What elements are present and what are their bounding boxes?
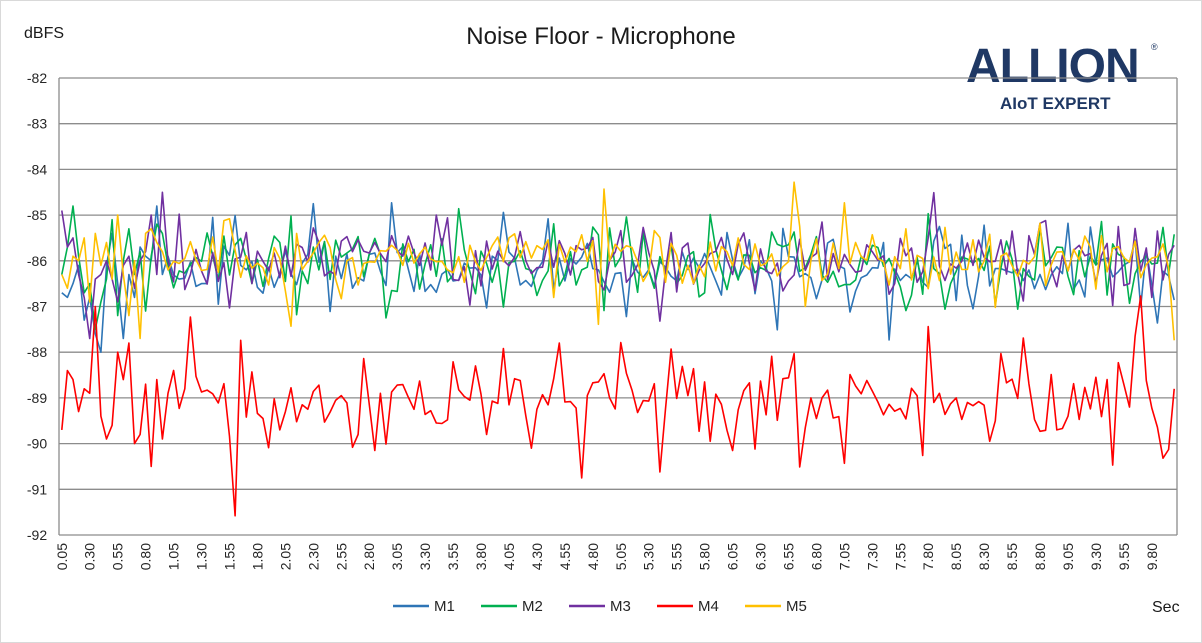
x-axis-label: Sec — [1152, 599, 1180, 616]
x-tick-label: 3.80 — [473, 543, 489, 570]
x-tick-label: 8.55 — [1004, 543, 1020, 570]
x-tick-label: 5.80 — [697, 543, 713, 570]
x-tick-label: 7.55 — [892, 543, 908, 570]
x-tick-label: 0.30 — [82, 543, 98, 570]
gridlines — [58, 77, 1178, 536]
legend-label-m4: M4 — [698, 598, 719, 615]
logo-tagline: AIoT EXPERT — [1000, 94, 1111, 113]
logo-wordmark: ALLION — [966, 40, 1139, 93]
series-line-m2 — [61, 205, 1175, 331]
x-tick-label: 6.30 — [753, 543, 769, 570]
x-tick-label: 3.55 — [445, 543, 461, 570]
x-tick-label: 9.05 — [1060, 543, 1076, 570]
x-tick-label: 7.05 — [836, 543, 852, 570]
chart-title: Noise Floor - Microphone — [466, 23, 735, 50]
x-tick-label: 5.55 — [669, 543, 685, 570]
x-tick-label: 0.05 — [54, 543, 70, 570]
legend-label-m3: M3 — [610, 598, 631, 615]
x-tick-label: 8.05 — [948, 543, 964, 570]
y-tick-label: -84 — [27, 161, 47, 177]
y-tick-label: -89 — [27, 390, 47, 406]
x-tick-label: 6.05 — [725, 543, 741, 570]
y-tick-label: -88 — [27, 344, 47, 360]
x-tick-label: 1.05 — [166, 543, 182, 570]
series-line-m3 — [61, 191, 1175, 340]
y-tick-label: -86 — [27, 253, 47, 269]
x-tick-label: 7.80 — [920, 543, 936, 570]
x-tick-label: 1.55 — [221, 543, 237, 570]
x-tick-label: 8.30 — [976, 543, 992, 570]
x-tick-label: 2.05 — [277, 543, 293, 570]
x-tick-labels: 0.05 0.30 0.55 0.80 1.05 1.30 1.55 1.80 2.05 2.30… — [54, 543, 1160, 570]
series-line-m4 — [61, 295, 1175, 517]
x-tick-label: 3.30 — [417, 543, 433, 570]
y-tick-label: -87 — [27, 299, 47, 315]
y-tick-label: -85 — [27, 207, 47, 223]
x-tick-label: 4.30 — [529, 543, 545, 570]
y-tick-label: -83 — [27, 116, 47, 132]
y-tick-label: -92 — [27, 527, 47, 543]
x-tick-label: 2.55 — [333, 543, 349, 570]
x-tick-label: 9.30 — [1088, 543, 1104, 570]
y-tick-label: -82 — [27, 70, 47, 86]
x-tick-label: 6.55 — [780, 543, 796, 570]
legend-label-m5: M5 — [786, 598, 807, 615]
x-tick-label: 4.05 — [501, 543, 517, 570]
legend-label-m2: M2 — [522, 598, 543, 615]
x-tick-label: 5.05 — [613, 543, 629, 570]
allion-logo: ALLION ® AIoT EXPERT — [966, 40, 1158, 113]
x-tick-label: 8.80 — [1032, 543, 1048, 570]
series-line-m5 — [61, 181, 1175, 341]
x-tick-label: 1.30 — [194, 543, 210, 570]
y-tick-label: -91 — [27, 481, 47, 497]
series-lines — [61, 181, 1175, 517]
x-tick-label: 4.80 — [585, 543, 601, 570]
y-tick-labels: -82 -83 -84 -85 -86 -87 -88 -89 -90 -91 -92 — [27, 70, 47, 543]
x-tick-label: 4.55 — [557, 543, 573, 570]
legend-label-m1: M1 — [434, 598, 455, 615]
y-axis-label: dBFS — [24, 25, 64, 42]
legend: M1 M2 M3 M4 M5 — [393, 598, 807, 615]
x-tick-label: 1.80 — [249, 543, 265, 570]
x-tick-label: 2.30 — [305, 543, 321, 570]
x-tick-label: 3.05 — [389, 543, 405, 570]
series-line-m1 — [61, 202, 1175, 353]
x-tick-label: 6.80 — [808, 543, 824, 570]
y-tick-label: -90 — [27, 436, 47, 452]
x-tick-label: 0.80 — [138, 543, 154, 570]
x-tick-label: 0.55 — [110, 543, 126, 570]
x-tick-label: 9.55 — [1116, 543, 1132, 570]
x-tick-label: 5.30 — [641, 543, 657, 570]
logo-registered-mark: ® — [1151, 42, 1158, 52]
x-tick-label: 9.80 — [1144, 543, 1160, 570]
x-tick-label: 2.80 — [361, 543, 377, 570]
x-tick-label: 7.30 — [864, 543, 880, 570]
